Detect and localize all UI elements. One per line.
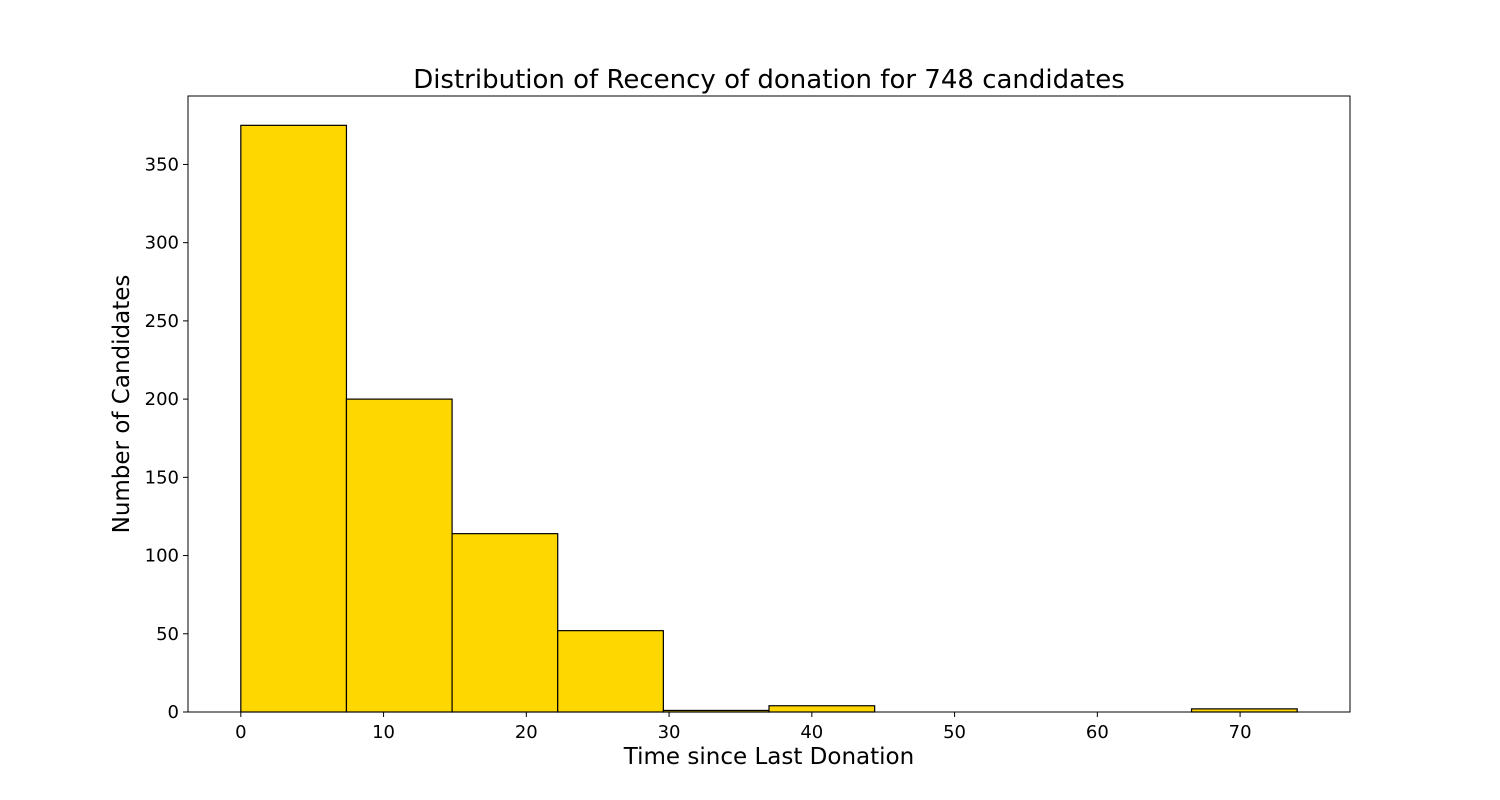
histogram-bar bbox=[451, 533, 559, 713]
x-axis-ticks: 0 10 20 30 40 50 60 70 bbox=[235, 712, 1252, 743]
x-tick-label: 0 bbox=[235, 722, 246, 743]
chart-title: Distribution of Recency of donation for … bbox=[413, 65, 1125, 95]
y-tick-label: 200 bbox=[145, 389, 179, 410]
x-tick-label: 40 bbox=[800, 722, 823, 743]
x-tick-label: 70 bbox=[1229, 722, 1252, 743]
x-tick-label: 30 bbox=[658, 722, 681, 743]
x-axis-title: Time since Last Donation bbox=[623, 744, 914, 770]
x-tick-label: 20 bbox=[515, 722, 538, 743]
plot-frame bbox=[187, 95, 1351, 713]
x-tick-label: 50 bbox=[943, 722, 966, 743]
y-tick-label: 100 bbox=[145, 546, 179, 567]
y-tick-label: 0 bbox=[168, 702, 179, 723]
histogram-bar bbox=[240, 124, 348, 713]
histogram-bar bbox=[768, 705, 876, 713]
y-axis-title: Number of Candidates bbox=[109, 275, 135, 534]
histogram-bar bbox=[557, 630, 664, 713]
histogram-bar bbox=[345, 398, 453, 713]
y-tick-label: 350 bbox=[145, 154, 179, 175]
x-tick-label: 60 bbox=[1086, 722, 1109, 743]
x-tick-label: 10 bbox=[372, 722, 395, 743]
y-tick-label: 300 bbox=[145, 233, 179, 254]
y-axis-ticks: 0 50 100 150 200 250 300 350 bbox=[145, 154, 188, 723]
y-tick-label: 50 bbox=[156, 624, 179, 645]
y-tick-label: 150 bbox=[145, 467, 179, 488]
y-tick-label: 250 bbox=[145, 311, 179, 332]
bars-group bbox=[240, 124, 1298, 713]
